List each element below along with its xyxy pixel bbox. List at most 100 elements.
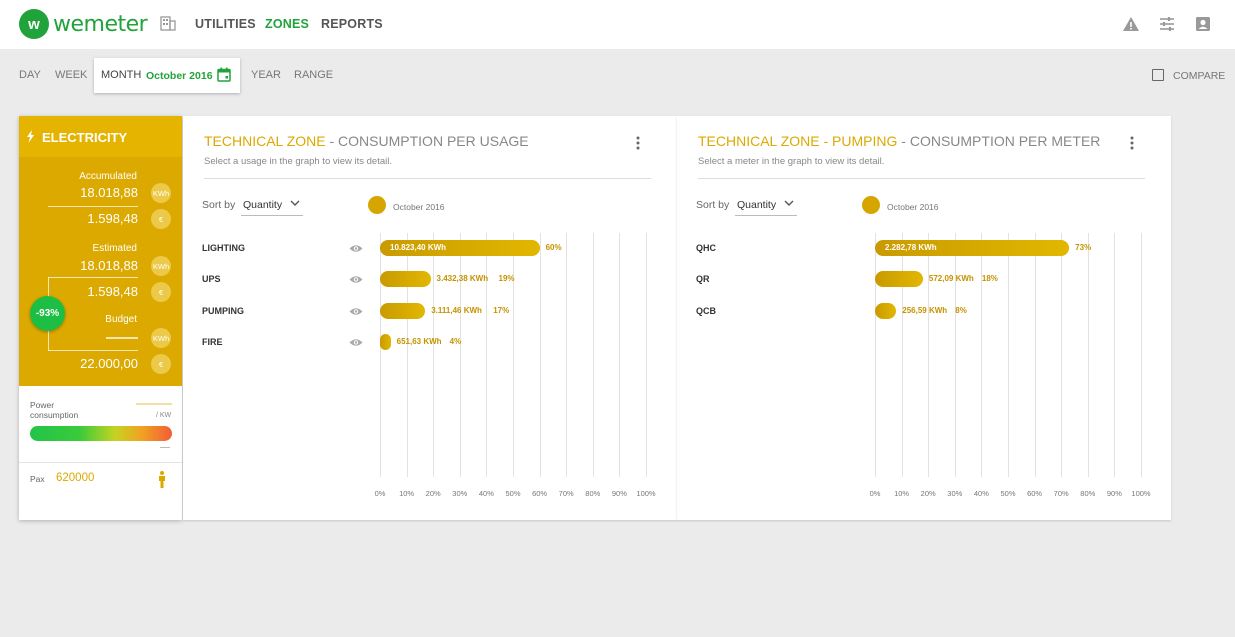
chart-gridline [486,233,488,477]
unit-eur-badge: € [151,282,171,302]
chevron-down-icon[interactable] [784,198,794,208]
panel-title: TECHNICAL ZONE - PUMPING - CONSUMPTION P… [698,133,1100,149]
account-icon[interactable] [1194,15,1212,33]
unit-kwh-badge: KWh [151,183,171,203]
data-bar[interactable] [875,271,923,288]
electricity-summary-card[interactable]: ELECTRICITY Accumulated 18.018,88 KWh 1.… [19,116,182,520]
sort-select[interactable]: Quantity [737,199,777,211]
period-month-selector[interactable]: MONTH October 2016 [94,58,240,93]
period-week[interactable]: WEEK [55,69,88,81]
nav-reports[interactable]: REPORTS [321,17,383,31]
period-range[interactable]: RANGE [294,69,334,81]
category-label[interactable]: QCB [696,305,716,316]
summary-header: ELECTRICITY [19,116,182,157]
data-bar[interactable] [380,240,540,256]
data-bar[interactable] [380,271,431,288]
accumulated-eur: 1.598,48 [87,211,138,226]
x-tick-label: 80% [585,489,601,498]
data-bar[interactable] [875,302,897,319]
power-gradient-bar [30,426,172,441]
chart-gridline [1008,233,1009,477]
bar-value-label: 3.432,38 KWh [436,274,489,284]
x-tick-label: 10% [894,489,910,498]
chart-gridline [901,233,903,477]
chart-gridline [1061,233,1063,477]
panel-title-rest: - CONSUMPTION PER METER [897,133,1101,149]
eye-icon[interactable] [349,307,363,316]
tune-icon[interactable] [1158,15,1176,33]
data-bar[interactable] [380,333,391,350]
summary-body: Accumulated 18.018,88 KWh 1.598,48 € Est… [19,157,182,386]
nav-zones[interactable]: ZONES [265,17,310,31]
category-label[interactable]: QR [696,274,710,285]
unit-kwh-badge: KWh [151,256,171,276]
logo-text: wemeter [53,11,148,37]
power-consumption-label: Power consumption [30,400,78,420]
usage-consumption-panel[interactable]: TECHNICAL ZONE - CONSUMPTION PER USAGE S… [183,116,677,520]
bar-value-label: 2.282,78 KWh [885,243,937,252]
chart-gridline [1114,233,1116,477]
chart-gridline [513,233,514,477]
x-tick-label: 0% [374,489,386,498]
sort-select[interactable]: Quantity [243,199,283,211]
person-icon [159,471,165,488]
x-tick-label: 50% [505,489,521,498]
unit-kwh-badge: KWh [151,328,171,348]
more-vert-icon[interactable] [1130,136,1134,150]
panel-title: TECHNICAL ZONE - CONSUMPTION PER USAGE [204,133,529,149]
estimated-eur: 1.598,48 [87,284,138,299]
chart-gridline [539,233,541,477]
compare-label: COMPARE [1173,70,1226,82]
power-marker [160,447,170,448]
data-bar[interactable] [875,240,1070,256]
more-vert-icon[interactable] [636,136,640,150]
compare-checkbox[interactable] [1152,69,1164,81]
data-bar[interactable] [380,302,426,319]
category-label[interactable]: FIRE [202,336,223,347]
legend-swatch [368,196,386,214]
category-label[interactable]: PUMPING [202,305,245,316]
category-label[interactable]: LIGHTING [202,243,245,253]
chart-gridline [928,233,930,477]
period-day[interactable]: DAY [19,69,41,81]
category-label[interactable]: QHC [696,243,716,253]
period-year[interactable]: YEAR [251,69,281,81]
chart-gridline [1141,233,1142,477]
bar-value-label: 10.823,40 KWh [390,243,447,252]
bar-percent-label: 4% [449,336,462,346]
accumulated-label: Accumulated [79,171,137,182]
chart-gridline [646,233,647,477]
period-month-label: MONTH [101,69,142,81]
x-tick-label: 20% [425,489,441,498]
logo-mark-icon: w [19,9,49,39]
x-tick-label: 100% [636,489,656,498]
chart-gridline [380,233,381,477]
x-tick-label: 70% [558,489,574,498]
meter-consumption-panel[interactable]: TECHNICAL ZONE - PUMPING - CONSUMPTION P… [677,116,1171,520]
calendar-icon[interactable] [217,67,231,82]
nav-utilities[interactable]: UTILITIES [195,17,256,31]
x-tick-label: 50% [1000,489,1016,498]
panel-divider [698,178,1145,179]
chart-gridline [875,233,876,477]
building-icon[interactable] [160,15,176,31]
x-tick-label: 40% [478,489,494,498]
bar-percent-label: 60% [545,243,562,252]
sort-select-underline [241,215,303,216]
alert-icon[interactable] [1122,15,1140,33]
sort-by-label: Sort by [696,199,730,211]
bar-value-label: 3.111,46 KWh [431,305,482,315]
category-label[interactable]: UPS [202,274,221,285]
chart-gridline [459,233,461,477]
summary-bracket [48,277,49,297]
chevron-down-icon[interactable] [290,198,300,208]
panel-subtitle: Select a meter in the graph to view its … [698,156,885,167]
eye-icon[interactable] [349,244,363,253]
unit-eur-badge: € [151,209,171,229]
power-label-line2: consumption [30,410,79,420]
eye-icon[interactable] [349,275,363,284]
eye-icon[interactable] [349,338,363,347]
panel-title-rest: - CONSUMPTION PER USAGE [325,133,529,149]
wemeter-logo[interactable]: w wemeter [19,9,148,39]
bar-percent-label: 73% [1075,243,1092,252]
